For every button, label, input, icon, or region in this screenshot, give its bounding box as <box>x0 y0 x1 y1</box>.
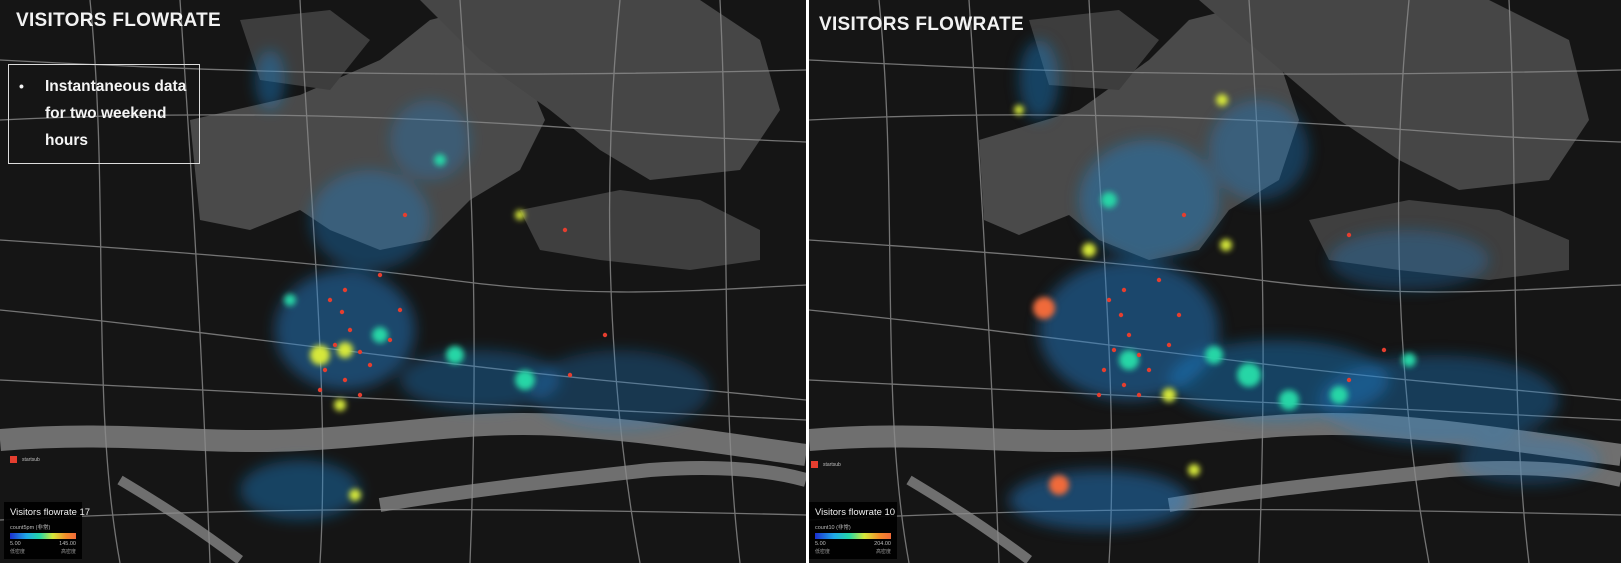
annotation-text: Instantaneous data for two weekend hours <box>45 78 187 149</box>
legend-subtitle: count5pm (非常) <box>10 525 51 531</box>
station-marker-icon <box>811 461 818 468</box>
legend-max: 145.00 <box>59 541 76 547</box>
legend-marker-row: startsub <box>10 456 40 463</box>
heatmap-map[interactable] <box>809 0 1621 563</box>
bullet-marker: • <box>19 78 24 94</box>
legend-color-ramp <box>815 533 891 539</box>
map-panel-right[interactable]: VISITORS FLOWRATE startsub Visitors flow… <box>809 0 1621 563</box>
legend-marker-label: startsub <box>823 461 841 468</box>
station-marker-icon <box>10 456 17 463</box>
heat-hotspots <box>284 154 535 501</box>
legend-color-ramp <box>10 533 76 539</box>
legend-range: 5.00 145.00 <box>10 541 76 547</box>
legend-subtitle: count10 (非常) <box>815 525 851 531</box>
river <box>0 413 806 563</box>
legend-range-desc: 低密度 高密度 <box>815 548 891 555</box>
legend-title: Visitors flowrate 17 <box>10 507 91 518</box>
legend-range-desc: 低密度 高密度 <box>10 548 76 555</box>
legend-marker-label: startsub <box>22 456 40 463</box>
legend-max-desc: 高密度 <box>875 549 891 555</box>
heat-clusters <box>240 50 710 520</box>
heat-clusters <box>1009 40 1599 530</box>
legend-max: 204.00 <box>874 541 891 547</box>
legend-min: 5.00 <box>10 541 21 547</box>
map-panel-left[interactable]: VISITORS FLOWRATE • Instantaneous data f… <box>0 0 806 563</box>
land-areas <box>190 0 780 270</box>
station-dots <box>1096 212 1387 398</box>
legend-range: 5.00 204.00 <box>815 541 891 547</box>
legend-title: Visitors flowrate 10 <box>815 507 896 518</box>
panel-title: VISITORS FLOWRATE <box>16 10 221 31</box>
legend-min: 5.00 <box>815 541 826 547</box>
heat-hotspots <box>1014 94 1416 495</box>
heatmap-map[interactable] <box>0 0 806 563</box>
heat-legend: Visitors flowrate 10 count10 (非常) 5.00 2… <box>809 502 897 559</box>
panel-title: VISITORS FLOWRATE <box>819 14 1024 35</box>
legend-marker-row: startsub <box>811 461 841 468</box>
legend-max-desc: 高密度 <box>60 549 76 555</box>
legend-min-desc: 低密度 <box>815 549 831 555</box>
annotation-box: • Instantaneous data for two weekend hou… <box>8 64 200 164</box>
legend-min-desc: 低密度 <box>10 549 26 555</box>
heat-legend: Visitors flowrate 17 count5pm (非常) 5.00 … <box>4 502 91 559</box>
station-dots <box>317 212 608 398</box>
